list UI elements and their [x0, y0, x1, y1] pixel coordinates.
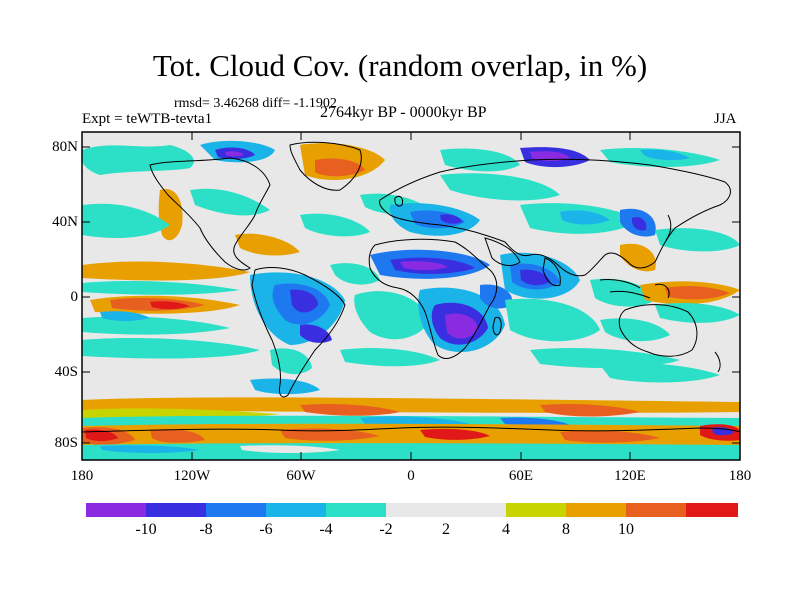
stats-text: rmsd= 3.46268 diff= -1.1902 [174, 96, 337, 111]
x-tick-label: 0 [407, 468, 415, 484]
colorbar-box-3 [266, 503, 326, 517]
colorbar-label: 2 [442, 521, 450, 538]
colorbar-box-5 [386, 503, 446, 517]
y-ticks [82, 146, 740, 444]
colorbar-label: 8 [562, 521, 570, 538]
colorbar-box-2 [206, 503, 266, 517]
colorbar-box-8 [566, 503, 626, 517]
colorbar-box-10 [686, 503, 738, 517]
colorbar-box-1 [146, 503, 206, 517]
colorbar-box-6 [446, 503, 506, 517]
colorbar-label: -6 [259, 521, 273, 538]
x-tick-label: 120W [173, 468, 211, 484]
y-tick-label: 40N [52, 214, 78, 230]
coastlines [82, 141, 740, 433]
colorbar-label: -2 [379, 521, 393, 538]
y-tick-label: 40S [54, 364, 78, 380]
period-label: 2764kyr BP - 0000kyr BP [320, 104, 487, 121]
experiment-label: Expt = teWTB-tevta1 [82, 111, 213, 127]
figure-title: Tot. Cloud Cov. (random overlap, in %) [152, 48, 648, 83]
x-tick-label: 180 [728, 468, 752, 484]
x-tick-label: 60E [508, 468, 534, 484]
anomaly-field [82, 140, 740, 460]
y-tick-label: 0 [70, 289, 79, 305]
colorbar [86, 503, 738, 517]
colorbar-box-7 [506, 503, 566, 517]
colorbar-label: 4 [502, 521, 510, 538]
x-ticks [81, 132, 741, 460]
y-tick-label: 80S [54, 435, 78, 451]
x-tick-label: 120E [614, 468, 646, 484]
colorbar-box-9 [626, 503, 686, 517]
colorbar-label: -10 [135, 521, 157, 538]
colorbar-label: -8 [199, 521, 213, 538]
y-tick-label: 80N [52, 139, 78, 155]
x-tick-label: 60W [286, 468, 316, 484]
season-label: JJA [714, 111, 737, 127]
colorbar-box-0 [86, 503, 146, 517]
colorbar-box-4 [326, 503, 386, 517]
colorbar-label: -4 [319, 521, 333, 538]
colorbar-label: 10 [618, 521, 634, 538]
x-tick-label: 180 [70, 468, 94, 484]
